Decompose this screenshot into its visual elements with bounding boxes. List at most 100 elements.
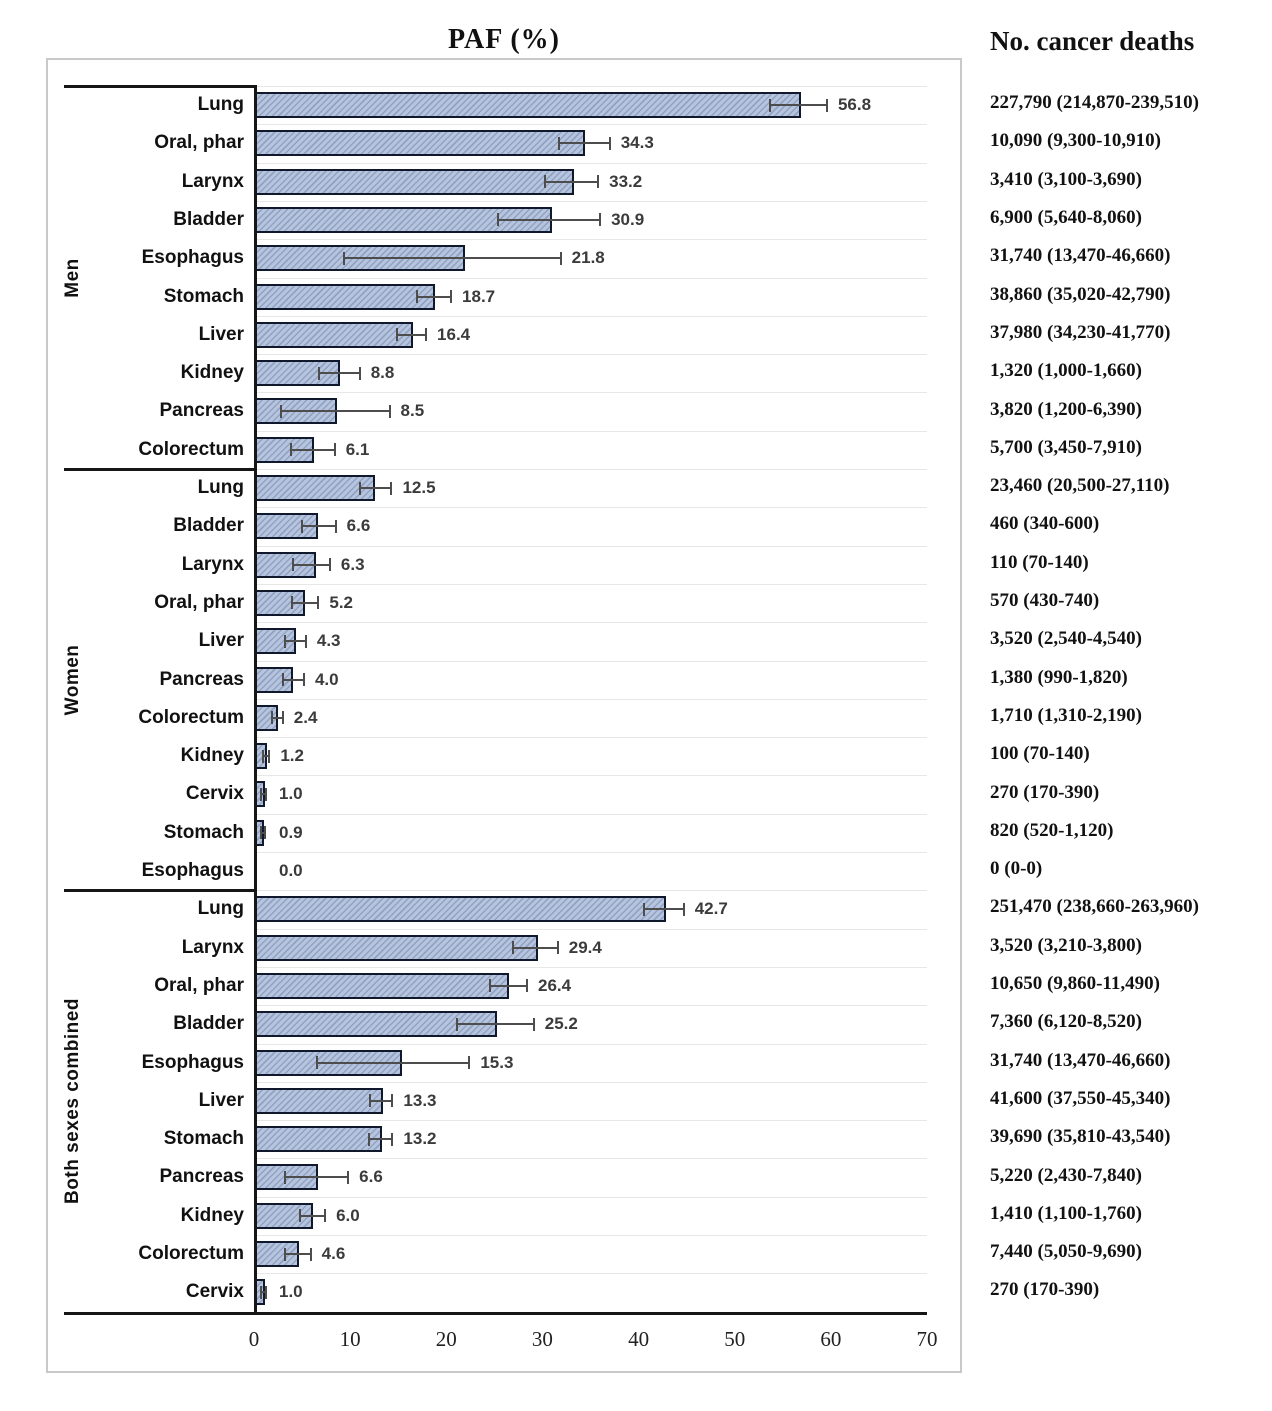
paf-value-label: 15.3 xyxy=(480,1052,514,1072)
error-bar-line xyxy=(511,946,559,949)
paf-value-label: 6.6 xyxy=(346,516,371,536)
row-gridline xyxy=(254,162,927,164)
error-bar-line xyxy=(283,1176,350,1179)
error-bar-cap-left xyxy=(281,673,284,686)
category-label: Esophagus xyxy=(141,860,244,881)
category-label: Lung xyxy=(197,94,244,115)
cancer-deaths-value: 1,320 (1,000-1,660) xyxy=(990,360,1142,382)
paf-value-label: 4.0 xyxy=(314,669,339,689)
error-bar-cap-right xyxy=(559,251,562,265)
error-bar-cap-right xyxy=(825,98,828,112)
paf-value-label: 34.3 xyxy=(620,133,654,153)
error-bar-cap-left xyxy=(283,1170,286,1184)
error-bar-cap-left xyxy=(343,251,346,265)
x-axis-tick-label: 20 xyxy=(435,1326,457,1351)
paf-value-label: 2.4 xyxy=(293,707,318,727)
error-bar-cap-left xyxy=(289,443,292,457)
category-label: Colorectum xyxy=(138,706,244,728)
error-bar-cap-right xyxy=(347,1170,350,1184)
error-bar-cap-left xyxy=(643,902,646,916)
cancer-deaths-value: 820 (520-1,120) xyxy=(990,819,1114,841)
error-bar-cap-left xyxy=(271,711,274,725)
error-bar-cap-right xyxy=(268,749,271,763)
error-bar-line xyxy=(557,142,611,145)
paf-value-label: 5.2 xyxy=(329,592,354,612)
error-bar-cap-right xyxy=(328,558,331,572)
row-gridline xyxy=(254,737,927,739)
error-bar-line xyxy=(283,1253,312,1255)
paf-value-label: 0.0 xyxy=(279,861,303,880)
error-bar-cap-right xyxy=(304,634,307,648)
x-axis-line xyxy=(64,1311,927,1315)
error-bar-cap-right xyxy=(599,213,602,227)
error-bar-line xyxy=(369,1099,394,1102)
paf-value-label: 42.7 xyxy=(694,899,728,919)
category-label: Cervix xyxy=(185,1281,244,1303)
cancer-deaths-value: 110 (70-140) xyxy=(990,551,1089,573)
cancer-deaths-value: 460 (340-600) xyxy=(990,513,1100,535)
category-label: Bladder xyxy=(173,208,244,230)
paf-bar xyxy=(255,1087,383,1114)
paf-value-label: 4.6 xyxy=(321,1244,346,1263)
x-axis-tick-label: 0 xyxy=(248,1326,260,1351)
category-label: Larynx xyxy=(181,553,244,575)
row-gridline xyxy=(254,622,927,624)
error-bar-cap-right xyxy=(682,902,685,916)
error-bar-cap-left xyxy=(455,1017,458,1031)
cancer-deaths-value: 39,690 (35,810-43,540) xyxy=(990,1126,1171,1148)
paf-bar xyxy=(255,321,413,348)
category-label: Pancreas xyxy=(159,668,244,690)
error-bar-cap-left xyxy=(488,979,491,993)
row-gridline xyxy=(254,1081,927,1083)
error-bar-cap-right xyxy=(324,1209,327,1223)
error-bar-line xyxy=(497,218,602,221)
paf-value-label: 25.2 xyxy=(544,1014,578,1034)
row-gridline xyxy=(254,86,927,87)
paf-value-label: 4.3 xyxy=(316,631,341,651)
error-bar-cap-left xyxy=(259,1285,262,1299)
row-gridline xyxy=(254,1273,927,1275)
error-bar-line xyxy=(544,180,600,183)
chart-title: PAF (%) xyxy=(448,24,560,55)
cancer-deaths-value: 31,740 (13,470-46,660) xyxy=(990,245,1171,267)
category-label: Liver xyxy=(198,323,244,345)
row-gridline xyxy=(254,1196,927,1198)
paf-value-label: 6.3 xyxy=(340,554,365,574)
category-label: Pancreas xyxy=(159,1166,244,1188)
error-bar-cap-right xyxy=(358,366,361,380)
category-label: Liver xyxy=(198,1089,244,1111)
cancer-deaths-value: 5,700 (3,450-7,910) xyxy=(990,436,1142,458)
row-gridline xyxy=(254,200,927,202)
error-bar-cap-left xyxy=(259,787,262,801)
error-bar-line xyxy=(259,831,266,834)
row-gridline xyxy=(254,545,927,547)
category-label: Bladder xyxy=(173,515,244,537)
error-bar-cap-right xyxy=(608,136,611,150)
error-bar-cap-right xyxy=(450,290,453,303)
paf-bar-chart: Men 56.8 Lung 34.3 Oral, phar 33.2 Larynx 30.9 B… xyxy=(46,58,962,1373)
group-separator-line xyxy=(64,467,254,471)
paf-value-label: 18.7 xyxy=(462,286,496,306)
error-bar-cap-left xyxy=(301,519,304,533)
paf-value-label: 1.0 xyxy=(279,1282,303,1302)
error-bar-cap-left xyxy=(316,1056,319,1069)
error-bar-line xyxy=(279,410,391,413)
row-gridline xyxy=(254,469,927,470)
cancer-deaths-value: 37,980 (34,230-41,770) xyxy=(990,321,1171,343)
error-bar-cap-right xyxy=(391,1094,394,1108)
row-gridline xyxy=(254,1120,927,1122)
error-bar-cap-left xyxy=(259,826,262,840)
error-bar-line xyxy=(368,1138,394,1141)
error-bar-line xyxy=(318,372,361,375)
error-bar-line xyxy=(301,525,337,528)
paf-value-label: 56.8 xyxy=(837,95,872,114)
cancer-deaths-value: 270 (170-390) xyxy=(990,1279,1100,1301)
error-bar-line xyxy=(271,716,284,719)
error-bar-line xyxy=(396,333,428,336)
row-gridline xyxy=(254,813,927,815)
paf-value-label: 13.2 xyxy=(403,1129,437,1149)
category-label: Kidney xyxy=(180,362,244,384)
error-bar-cap-right xyxy=(317,596,320,610)
paf-value-label: 0.9 xyxy=(279,822,303,842)
error-bar-cap-right xyxy=(526,979,528,993)
